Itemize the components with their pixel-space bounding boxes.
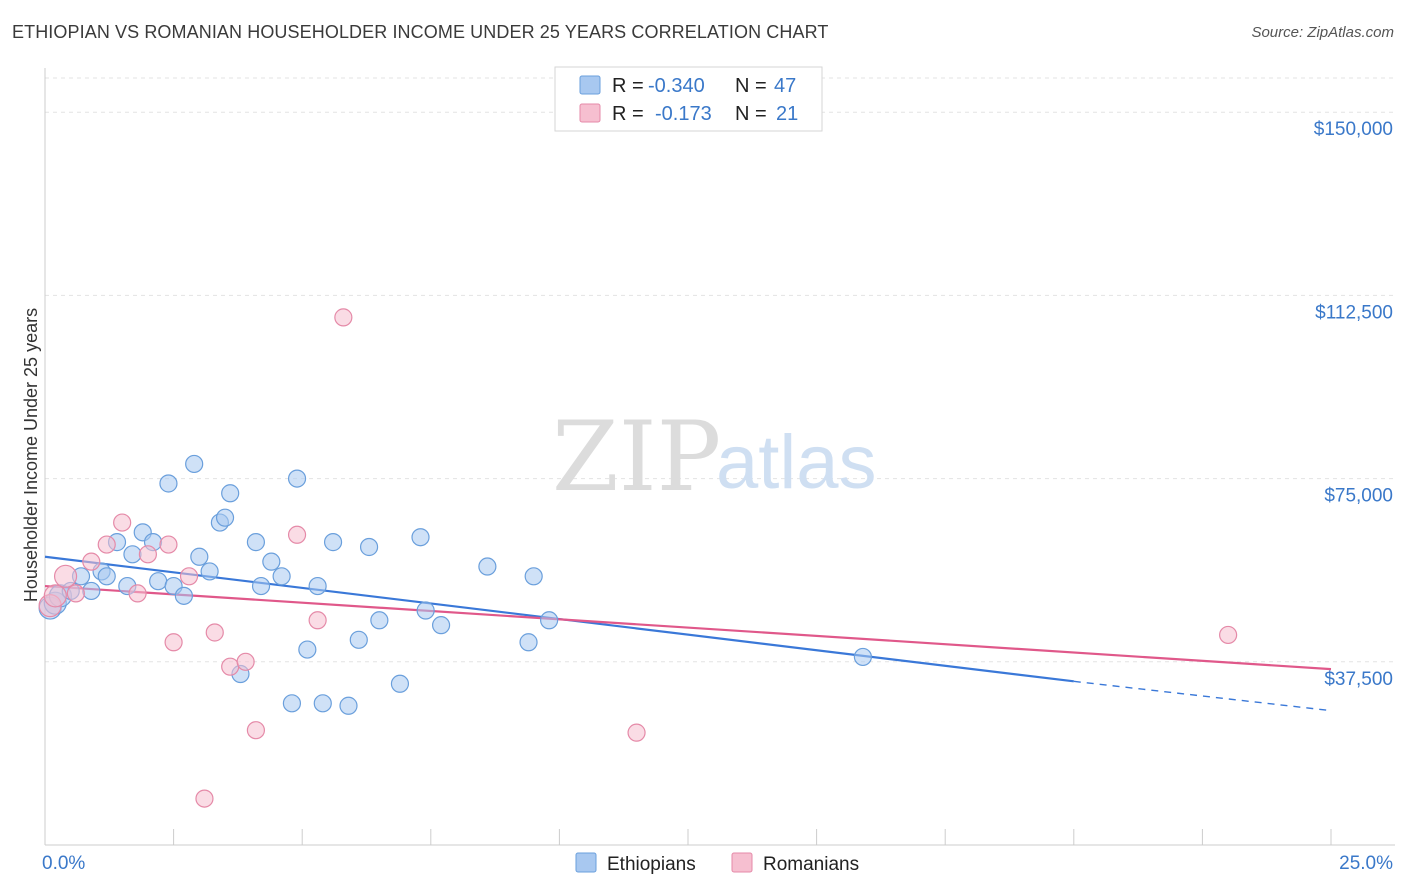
y-axis-label: Householder Income Under 25 years (21, 308, 41, 602)
point-romanians (287, 525, 307, 544)
point-romanians (159, 535, 178, 554)
point-romanians (334, 308, 353, 327)
point-romanians (221, 657, 240, 676)
point-romanians (246, 721, 266, 740)
point-ethiopians (200, 562, 219, 581)
point-ethiopians (431, 616, 451, 635)
x-tick-label: 25.0% (1339, 853, 1393, 874)
watermark-zip: ZIP (552, 401, 721, 513)
series-legend-label-ethiopians: Ethiopians (607, 854, 696, 875)
chart-title: ETHIOPIAN VS ROMANIAN HOUSEHOLDER INCOME… (12, 22, 829, 42)
legend-n-value-1: 21 (776, 103, 798, 125)
point-ethiopians (123, 545, 142, 564)
point-romanians (128, 584, 147, 603)
trend-line-ethiopians-extension (1073, 680, 1332, 712)
point-ethiopians (262, 552, 281, 571)
axes (44, 68, 1395, 846)
point-ethiopians (215, 508, 235, 527)
point-ethiopians (370, 611, 389, 630)
point-ethiopians (359, 537, 379, 557)
point-romanians (82, 552, 101, 571)
legend-n-value-0: 47 (774, 75, 796, 97)
point-romanians (97, 535, 116, 554)
legend-n-label-0: N = (735, 75, 767, 97)
point-ethiopians (298, 640, 317, 659)
point-romanians (236, 652, 255, 671)
point-ethiopians (339, 696, 358, 715)
point-romanians (43, 584, 67, 608)
point-ethiopians (149, 572, 168, 591)
point-ethiopians (97, 567, 116, 586)
point-ethiopians (287, 469, 307, 488)
point-ethiopians (159, 474, 178, 493)
point-romanians (1219, 625, 1238, 645)
point-ethiopians (853, 647, 872, 667)
x-tick-labels: 0.0% 25.0% (42, 853, 1393, 874)
data-points (38, 308, 1238, 808)
y-tick-label: $37,500 (1324, 669, 1393, 690)
point-romanians (113, 513, 132, 532)
point-romanians (179, 567, 199, 586)
point-ethiopians (478, 557, 497, 576)
series-legend: Ethiopians Romanians (575, 852, 859, 875)
legend-r-value-0: -0.340 (648, 75, 705, 97)
point-ethiopians (185, 454, 204, 474)
watermark-atlas: atlas (716, 420, 877, 505)
point-ethiopians (416, 601, 435, 620)
legend-r-value-1: -0.173 (655, 103, 712, 125)
point-romanians (627, 723, 646, 742)
grid-lines (45, 77, 1395, 663)
series-legend-label-romanians: Romanians (763, 854, 859, 875)
legend-r-label-1: R = (612, 103, 644, 125)
watermark: ZIP atlas (552, 401, 877, 513)
point-ethiopians (82, 581, 101, 601)
y-tick-label: $150,000 (1314, 119, 1393, 140)
y-tick-labels: $37,500 $75,000 $112,500 $150,000 (1314, 119, 1393, 690)
legend-n-label-1: N = (735, 103, 767, 125)
point-ethiopians (190, 547, 209, 566)
trend-line-romanians (44, 584, 1332, 671)
series-legend-swatch-ethiopians (575, 852, 597, 873)
point-ethiopians (221, 484, 240, 503)
point-romanians (205, 623, 224, 642)
legend-r-label-0: R = (612, 75, 644, 97)
point-ethiopians (272, 567, 291, 586)
point-ethiopians (313, 694, 332, 713)
source-credit: Source: ZipAtlas.com (1251, 24, 1394, 41)
point-ethiopians (246, 533, 266, 552)
stats-legend: R = -0.340 N = 47 R = -0.173 N = 21 (554, 66, 823, 132)
x-tick-label: 0.0% (42, 853, 85, 874)
y-tick-label: $75,000 (1324, 486, 1393, 507)
legend-swatch-romanians (579, 103, 601, 123)
point-ethiopians (308, 576, 327, 596)
point-romanians (138, 545, 157, 564)
point-ethiopians (519, 633, 538, 652)
point-ethiopians (524, 567, 543, 586)
point-ethiopians (282, 694, 302, 713)
point-romanians (66, 584, 85, 603)
y-tick-label: $112,500 (1315, 302, 1393, 323)
point-ethiopians (251, 576, 271, 596)
trend-lines (44, 555, 1332, 712)
series-legend-swatch-romanians (731, 852, 753, 873)
point-romanians (308, 611, 327, 630)
point-ethiopians (540, 611, 559, 630)
legend-swatch-ethiopians (579, 75, 601, 95)
point-ethiopians (349, 630, 368, 649)
point-ethiopians (390, 674, 410, 693)
point-romanians (195, 789, 214, 808)
point-romanians (53, 564, 78, 588)
point-romanians (164, 633, 183, 652)
point-ethiopians (174, 586, 193, 605)
point-ethiopians (411, 528, 430, 547)
point-ethiopians (323, 533, 343, 552)
